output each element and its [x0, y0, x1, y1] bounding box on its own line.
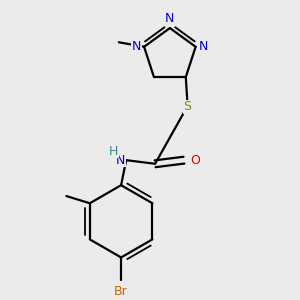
- Text: N: N: [116, 154, 125, 167]
- Text: N: N: [165, 12, 175, 26]
- Text: H: H: [109, 145, 118, 158]
- Text: O: O: [190, 154, 200, 167]
- Text: S: S: [184, 100, 192, 113]
- Text: Br: Br: [114, 284, 128, 298]
- Text: N: N: [198, 40, 208, 53]
- Text: N: N: [132, 40, 141, 53]
